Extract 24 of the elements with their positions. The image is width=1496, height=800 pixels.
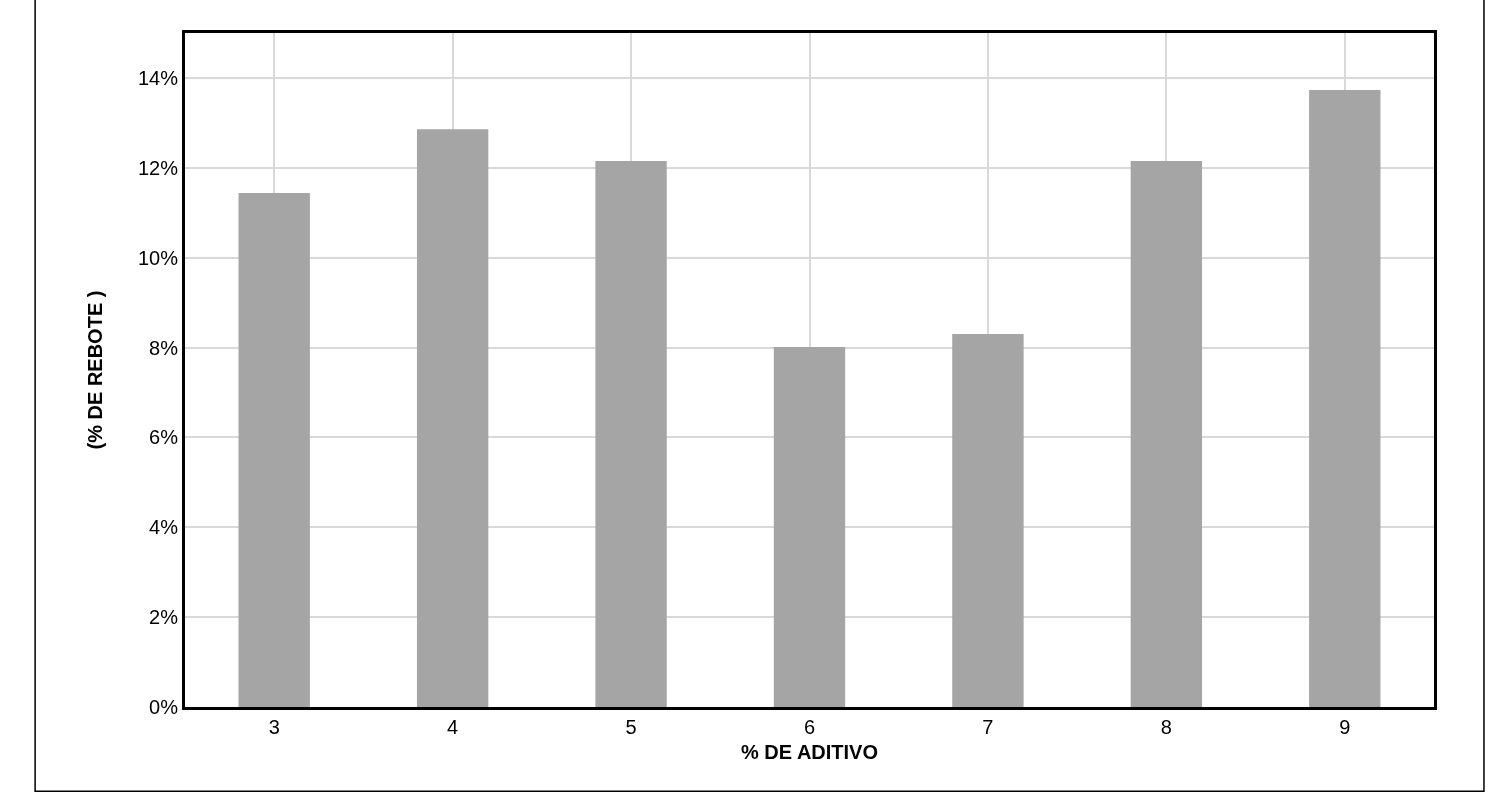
x-tick-label: 3 xyxy=(268,716,280,738)
y-tick-label: 4% xyxy=(149,516,179,539)
bar xyxy=(595,161,667,707)
bar xyxy=(952,334,1024,707)
y-tick-label: 0% xyxy=(149,696,179,718)
x-tick-label: 4 xyxy=(447,716,459,738)
y-tick-label: 6% xyxy=(149,426,179,449)
x-tick-label: 5 xyxy=(625,716,637,738)
y-tick-label: 10% xyxy=(137,246,179,269)
y-tick-label: 2% xyxy=(149,606,179,629)
x-tick-label: 8 xyxy=(1160,716,1172,738)
y-tick-label: 12% xyxy=(137,156,179,179)
y-axis-title: (% DE REBOTE ) xyxy=(84,290,107,450)
bar xyxy=(773,347,846,707)
x-axis-title: % DE ADITIVO xyxy=(740,740,879,763)
bar xyxy=(1130,161,1203,707)
bar xyxy=(416,129,489,707)
x-tick-label: 9 xyxy=(1339,716,1351,738)
y-tick-label: 8% xyxy=(149,336,179,359)
bar xyxy=(1309,90,1381,707)
y-tick-label: 14% xyxy=(137,66,179,89)
x-tick-label: 6 xyxy=(803,716,816,738)
bar xyxy=(238,192,310,707)
x-tick-label: 7 xyxy=(982,716,994,738)
